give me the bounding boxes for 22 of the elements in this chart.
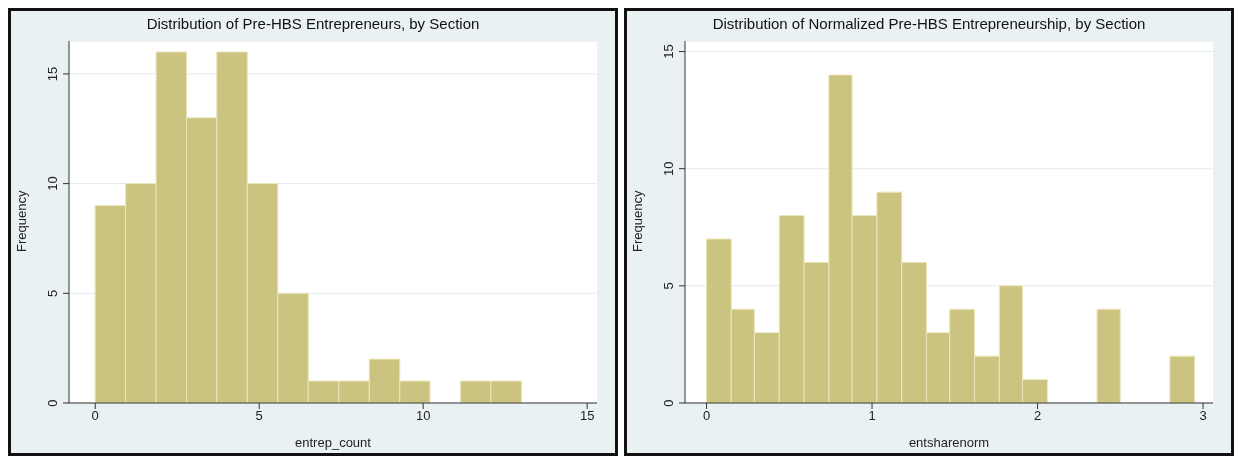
chart-title: Distribution of Pre-HBS Entrepreneurs, by Section [145, 14, 481, 34]
x-tick-label: 0 [702, 408, 711, 424]
y-tick-label: 10 [661, 161, 676, 176]
x-tick-label: 15 [579, 408, 595, 424]
y-axis-title: Frequency [629, 190, 645, 252]
y-axis-title: Frequency [13, 190, 29, 252]
chart-title: Distribution of Normalized Pre-HBS Entrepreneurship, by Section [711, 14, 1147, 34]
x-tick-label: 0 [91, 408, 99, 424]
y-tick-label: 15 [661, 44, 676, 59]
y-tick-label: 5 [661, 282, 676, 290]
x-tick-label: 3 [1199, 408, 1207, 424]
x-tick-label: 5 [255, 408, 263, 424]
y-tick-label: 0 [661, 399, 676, 407]
x-axis-title: entsharenorm [908, 435, 990, 450]
x-axis-title: entrep_count [295, 435, 372, 450]
x-tick-label: 1 [868, 408, 876, 424]
y-tick-label: 0 [45, 399, 60, 407]
y-tick-label: 5 [45, 289, 60, 297]
y-tick-label: 15 [45, 66, 60, 82]
x-tick-label: 10 [415, 408, 431, 424]
y-tick-label: 10 [45, 176, 60, 191]
x-tick-label: 2 [1033, 408, 1042, 424]
